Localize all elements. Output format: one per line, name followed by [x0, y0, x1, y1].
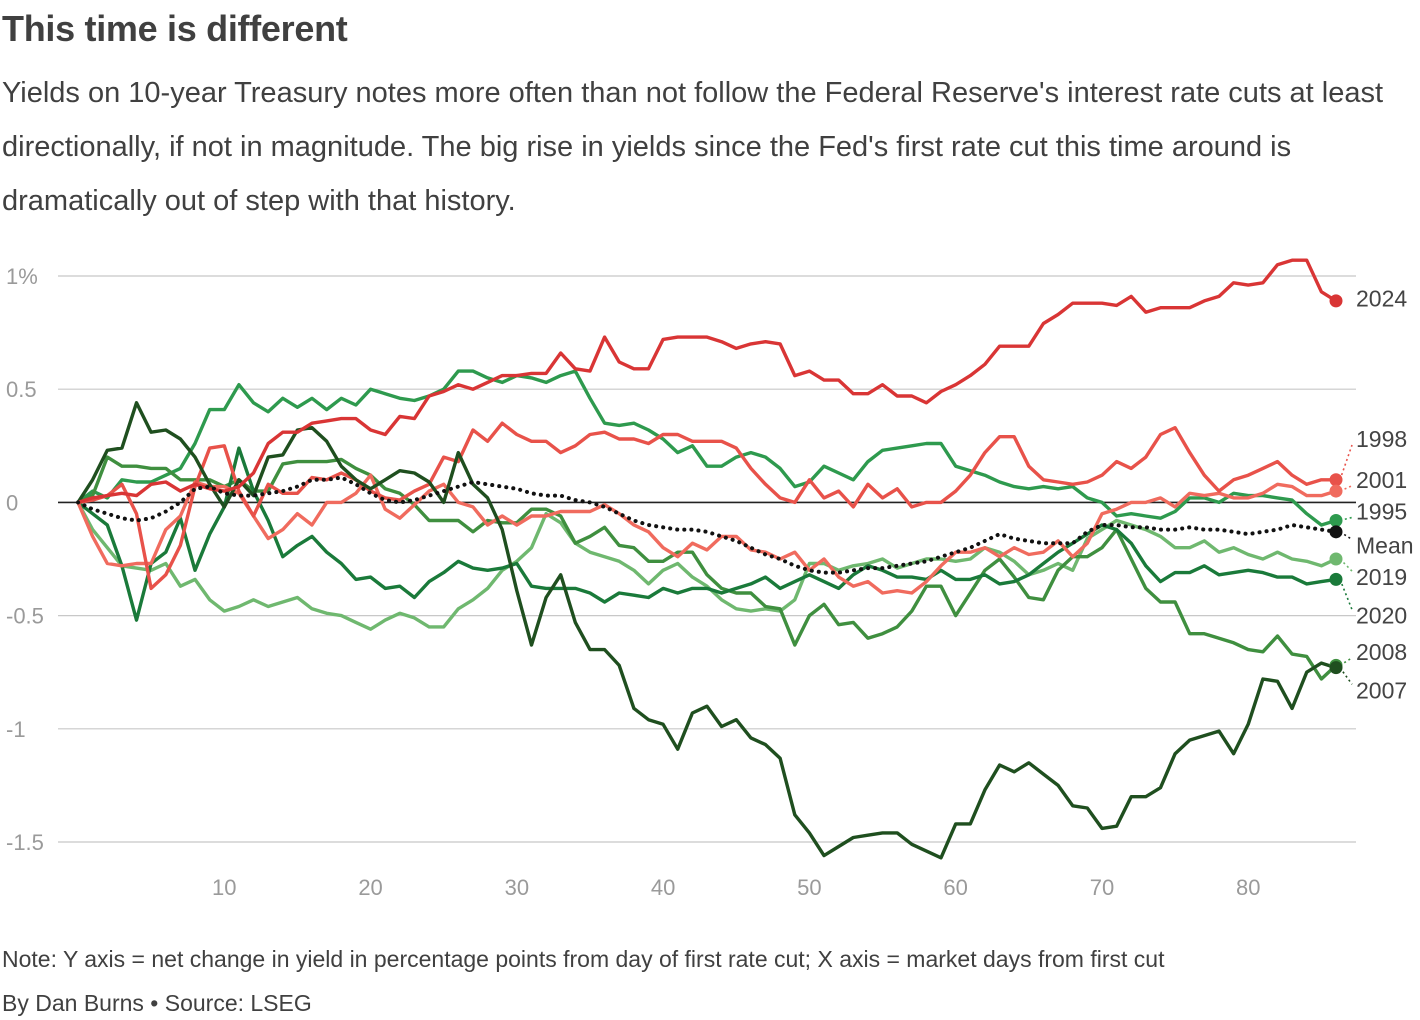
- label-leaders: [1339, 444, 1353, 685]
- end-marker-2001: [1329, 484, 1343, 498]
- y-axis-ticks: 1% 0.5 0 -0.5 -1 -1.5: [6, 264, 44, 855]
- end-marker-1998: [1329, 473, 1343, 487]
- x-tick-label: 80: [1236, 875, 1260, 900]
- end-label-2001: 2001: [1356, 467, 1407, 493]
- y-tick-label: -1.5: [6, 830, 44, 855]
- chart-title: This time is different: [2, 8, 348, 49]
- leader-line-2007: [1339, 667, 1353, 685]
- x-tick-label: 70: [1090, 875, 1114, 900]
- end-label-2024: 2024: [1356, 286, 1407, 312]
- grid-lines: [58, 275, 1356, 843]
- chart-note: Note: Y axis = net change in yield in pe…: [2, 946, 1165, 972]
- end-label-mean: Mean: [1356, 532, 1414, 558]
- y-tick-label: 0.5: [6, 377, 37, 402]
- end-marker-2024: [1329, 294, 1343, 308]
- end-marker-mean: [1329, 525, 1343, 539]
- end-label-2020: 2020: [1356, 603, 1407, 629]
- series-line-mean: [76, 475, 1338, 575]
- byline-source: By Dan Burns • Source: LSEG: [2, 990, 312, 1016]
- y-tick-label: 1%: [6, 264, 38, 289]
- x-tick-label: 40: [651, 875, 675, 900]
- end-label-2007: 2007: [1356, 677, 1407, 703]
- end-label-2019: 2019: [1356, 564, 1407, 590]
- x-tick-label: 50: [797, 875, 821, 900]
- x-axis-ticks: 10 20 30 40 50 60 70 80: [212, 875, 1260, 900]
- x-tick-label: 60: [943, 875, 967, 900]
- end-markers: [1329, 294, 1343, 675]
- series-line-1998: [76, 421, 1338, 591]
- leader-line-2008: [1339, 657, 1353, 667]
- end-labels: 2024 1998 2001 1995 Mean 2019 2020 2008 2007: [1356, 286, 1414, 704]
- end-label-1998: 1998: [1356, 426, 1407, 452]
- series-line-2008: [76, 455, 1338, 681]
- series-line-2024: [76, 258, 1338, 505]
- chart-subtitle: Yields on 10-year Treasury notes more of…: [2, 77, 1384, 217]
- end-label-1995: 1995: [1356, 498, 1407, 524]
- end-marker-2020: [1329, 572, 1343, 586]
- end-label-2008: 2008: [1356, 639, 1407, 665]
- x-tick-label: 20: [358, 875, 382, 900]
- y-tick-label: -1: [6, 717, 26, 742]
- series-lines: [76, 258, 1338, 860]
- x-tick-label: 30: [505, 875, 529, 900]
- series-line-1995: [76, 369, 1338, 527]
- leader-line-1995: [1339, 516, 1353, 522]
- series-line-2001: [76, 473, 1338, 595]
- series-line-2019: [76, 500, 1338, 631]
- y-tick-label: -0.5: [6, 604, 44, 629]
- leader-line-2020: [1339, 579, 1353, 610]
- series-line-2020: [76, 446, 1338, 622]
- end-marker-2007: [1329, 661, 1343, 675]
- leader-line-1998: [1339, 444, 1353, 481]
- leader-line-2001: [1339, 485, 1353, 492]
- series-line-2007: [76, 401, 1338, 860]
- end-marker-2019: [1329, 552, 1343, 566]
- y-tick-label: 0: [6, 490, 18, 515]
- x-tick-label: 10: [212, 875, 236, 900]
- end-marker-1995: [1329, 514, 1343, 528]
- leader-line-mean: [1339, 531, 1353, 541]
